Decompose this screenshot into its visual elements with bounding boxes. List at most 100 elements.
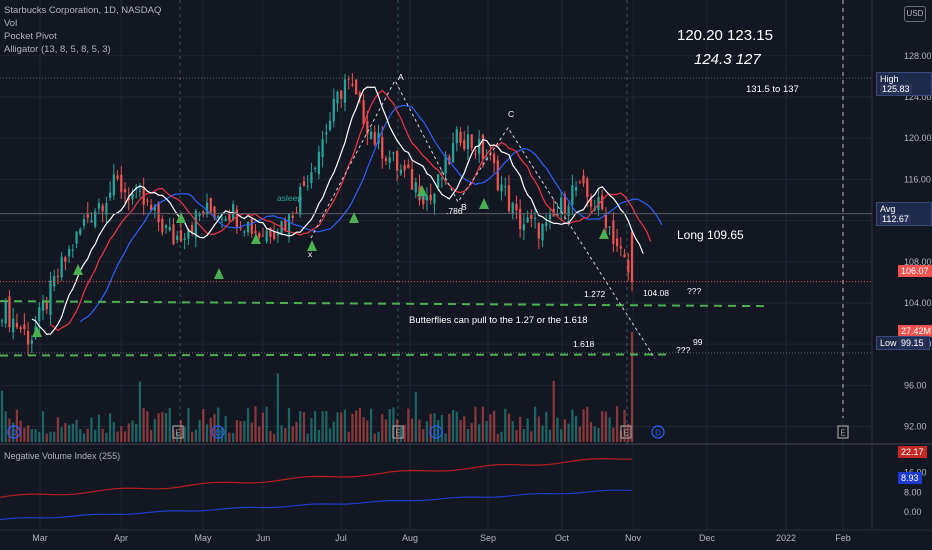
candle-body (332, 98, 335, 122)
candle-body (0, 320, 4, 322)
volume-bar (328, 428, 332, 442)
currency-button[interactable]: USD (904, 6, 926, 22)
volume-bar (67, 424, 71, 442)
event-marker[interactable]: E (837, 425, 849, 439)
event-marker[interactable]: D (211, 425, 225, 439)
volume-bar (526, 418, 529, 442)
volume-bar (403, 424, 406, 442)
volume-bar (355, 410, 358, 442)
event-marker[interactable]: D (651, 425, 665, 439)
candle-body (630, 231, 634, 282)
pocket-pivot-marker (307, 240, 317, 251)
event-marker[interactable]: E (172, 425, 184, 439)
volume-bar (49, 431, 52, 442)
last-price-tag: 106.07 (898, 265, 932, 277)
candle-body (276, 233, 279, 236)
event-marker[interactable]: E (620, 425, 632, 439)
candle-body (586, 178, 589, 197)
volume-bar (306, 433, 309, 442)
fib-104-label: 104.08 (643, 288, 669, 298)
volume-bar (571, 409, 574, 442)
candle-body (209, 197, 212, 213)
candle-body (317, 151, 320, 175)
candle-body (127, 197, 130, 201)
x-tick-label: Sep (480, 533, 496, 543)
legend-pocket-pivot[interactable]: Pocket Pivot (4, 31, 57, 42)
candle-body (131, 193, 134, 200)
y-tick-label: 124.00 (904, 92, 932, 102)
candle-body (176, 235, 179, 240)
volume-bar (388, 409, 391, 442)
volume-bar (347, 431, 350, 442)
volume-bar (295, 421, 298, 442)
low-tag: Low 99.15 (876, 336, 930, 350)
volume-bar (291, 426, 294, 442)
y-tick-label: 96.00 (904, 380, 927, 390)
butterflies-note: Butterflies can pull to the 1.27 or the … (409, 315, 588, 326)
volume-bar (496, 433, 499, 442)
volume-bar (407, 408, 410, 442)
point-x-label: x (308, 249, 313, 259)
candle-body (90, 220, 93, 223)
fib-1618-label: 1.618 (573, 339, 595, 349)
volume-bar (366, 420, 369, 442)
candle-body (224, 218, 227, 222)
volume-bar (202, 408, 205, 442)
legend-alligator[interactable]: Alligator (13, 8, 5, 8, 5, 3) (4, 44, 111, 55)
candle-body (265, 230, 268, 242)
candle-body (612, 220, 615, 244)
candle-body (463, 140, 466, 149)
volume-bar (481, 406, 485, 442)
candle-body (15, 322, 19, 328)
candle-body (75, 231, 78, 244)
candle-body (492, 153, 496, 164)
event-marker[interactable]: E (392, 425, 404, 439)
event-marker[interactable]: D (7, 425, 21, 439)
candle-body (299, 187, 302, 215)
candle-body (261, 235, 265, 237)
volume-bar (232, 433, 235, 442)
volume-bar (336, 412, 339, 442)
candle-body (179, 230, 183, 242)
volume-bar (228, 432, 231, 442)
volume-bar (414, 391, 417, 442)
y-tick-label: 92.00 (904, 422, 927, 432)
x-tick-label: Jul (335, 533, 347, 543)
volume-bar (161, 412, 164, 442)
levels-line-2: 124.3 127 (694, 51, 761, 68)
symbol-title[interactable]: Starbucks Corporation, 1D, NASDAQ (4, 5, 162, 16)
candle-body (138, 190, 142, 192)
candle-body (198, 213, 201, 216)
volume-bar (135, 423, 138, 442)
volume-bar (612, 427, 615, 442)
volume-bar (515, 430, 518, 442)
candle-body (213, 206, 216, 219)
volume-bar (492, 410, 496, 442)
volume-bar (299, 411, 302, 442)
candle-body (541, 224, 544, 241)
candle-body (358, 92, 361, 98)
candle-body (567, 206, 570, 216)
volume-bar (455, 411, 458, 442)
volume-bar (358, 407, 361, 442)
pocket-pivot-marker (251, 233, 261, 244)
volume-bar (116, 431, 119, 442)
volume-bar (127, 423, 130, 442)
volume-bar (146, 411, 149, 442)
candle-body (161, 218, 164, 233)
legend-vol[interactable]: Vol (4, 18, 18, 29)
candle-body (116, 175, 119, 179)
volume-bar (560, 429, 563, 442)
x-tick-label: Apr (114, 533, 128, 543)
event-marker[interactable]: D (429, 425, 443, 439)
candle-body (519, 208, 522, 230)
volume-bar (273, 433, 276, 442)
point-a-label: A (398, 72, 404, 82)
volume-bar (0, 390, 4, 442)
volume-bar (519, 416, 522, 442)
volume-bar (437, 419, 440, 442)
candle-body (187, 230, 190, 239)
volume-bar (541, 425, 544, 442)
volume-bar (507, 413, 511, 442)
